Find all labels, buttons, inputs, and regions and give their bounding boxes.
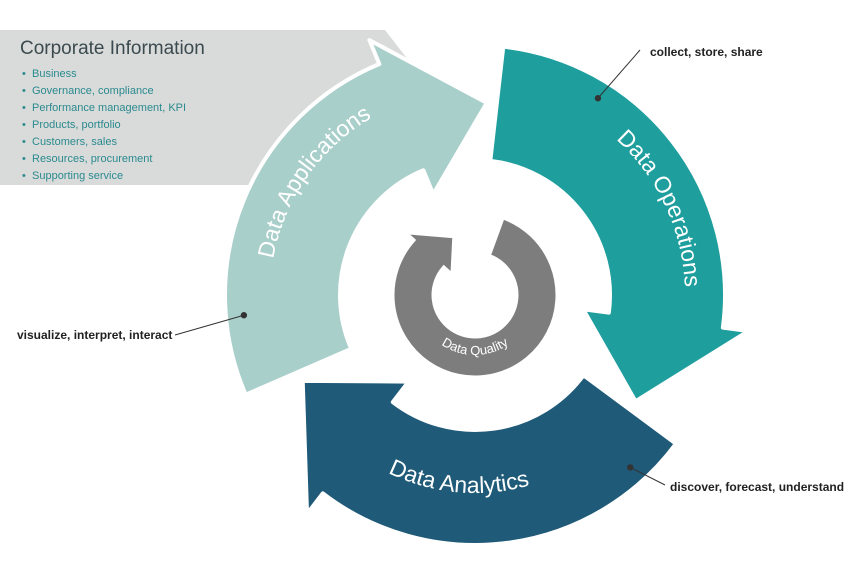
cycle-segment-analytics [303, 375, 676, 545]
callout-dot-operations [595, 95, 601, 101]
corporate-info-item: Performance management, KPI [20, 100, 305, 117]
callout-text-analytics: discover, forecast, understand [670, 480, 844, 494]
corporate-info-item: Resources, procurement [20, 151, 305, 168]
corporate-info-title: Corporate Information [20, 38, 305, 60]
callout-dot-applications [241, 312, 247, 318]
callout-text-applications: visualize, interpret, interact [17, 328, 172, 342]
corporate-info-item: Customers, sales [20, 134, 305, 151]
corporate-info-list: BusinessGovernance, compliancePerformanc… [20, 66, 305, 185]
callout-text-operations: collect, store, share [650, 45, 763, 59]
corporate-info-item: Products, portfolio [20, 117, 305, 134]
corporate-info-item: Governance, compliance [20, 83, 305, 100]
corporate-info-item: Supporting service [20, 168, 305, 185]
corporate-info-box: Corporate Information BusinessGovernance… [0, 30, 305, 183]
corporate-info-item: Business [20, 66, 305, 83]
callout-dot-analytics [627, 464, 633, 470]
